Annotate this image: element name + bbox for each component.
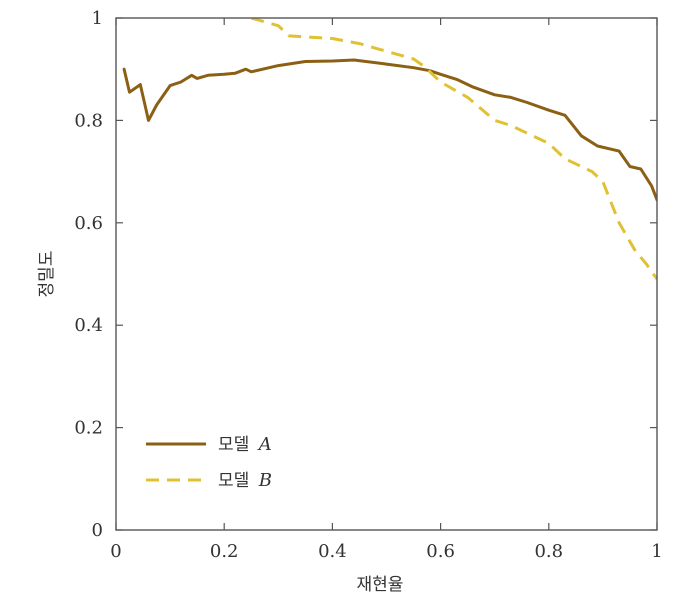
y-axis-title: 정밀도 xyxy=(37,251,57,298)
y-tick-label: 1 xyxy=(92,8,103,29)
x-tick-label: 0 xyxy=(110,541,121,562)
y-tick-label: 0.2 xyxy=(74,418,103,439)
y-tick-label: 0.6 xyxy=(74,213,103,234)
legend: 모델 A 모델 B xyxy=(146,434,272,491)
series-line-b xyxy=(250,18,657,280)
legend-label-b: 모델 B xyxy=(218,470,272,491)
x-tick-label: 0.4 xyxy=(318,541,347,562)
series-layer xyxy=(122,18,657,280)
axis-ticks xyxy=(115,17,658,531)
series-line-a xyxy=(122,58,657,202)
y-axis-tick-labels: 0 0.2 0.4 0.6 0.8 1 xyxy=(74,8,103,541)
y-tick-label: 0.4 xyxy=(74,315,103,336)
x-tick-label: 1 xyxy=(651,541,662,562)
x-tick-label: 0.8 xyxy=(534,541,563,562)
legend-label-a: 모델 A xyxy=(218,434,272,455)
x-tick-label: 0.6 xyxy=(426,541,455,562)
x-axis-tick-labels: 0 0.2 0.4 0.6 0.8 1 xyxy=(110,541,662,562)
x-tick-label: 0.2 xyxy=(210,541,239,562)
plot-frame xyxy=(115,17,658,531)
x-axis-title: 재현율 xyxy=(357,575,404,595)
y-tick-label: 0.8 xyxy=(74,110,103,131)
y-tick-label: 0 xyxy=(92,520,103,541)
